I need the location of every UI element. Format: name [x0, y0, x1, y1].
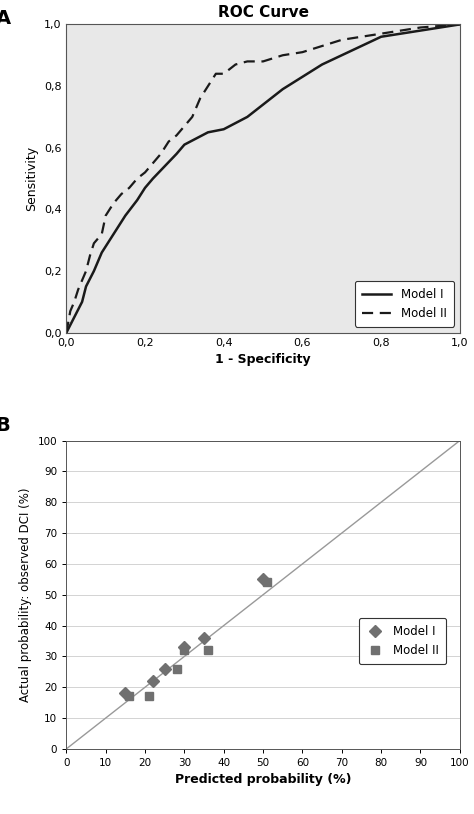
X-axis label: Predicted probability (%): Predicted probability (%)	[175, 773, 351, 786]
Model II	[99, 230, 105, 239]
Model I	[150, 676, 156, 686]
Text: A: A	[0, 9, 11, 28]
Model II	[134, 173, 140, 183]
Text: B: B	[0, 416, 10, 435]
Model II	[197, 94, 203, 103]
Y-axis label: Sensitivity: Sensitivity	[25, 146, 38, 211]
Model II	[182, 646, 187, 655]
Model II	[378, 28, 384, 38]
Model II	[67, 306, 73, 316]
Model II	[457, 20, 463, 29]
Model II	[111, 199, 117, 208]
Model II	[233, 59, 238, 69]
Model II	[418, 23, 423, 33]
Model I	[72, 313, 77, 322]
Model I	[91, 266, 97, 276]
Line: Model II: Model II	[66, 24, 460, 333]
Model I	[79, 297, 85, 307]
Model II	[245, 56, 250, 66]
Model II	[437, 21, 443, 31]
Model I	[150, 173, 156, 183]
Model II	[150, 158, 156, 168]
Model II	[182, 121, 187, 131]
Model I	[300, 72, 305, 81]
Legend: Model I, Model II: Model I, Model II	[359, 618, 446, 664]
Model I	[221, 125, 227, 134]
Model II	[358, 32, 364, 42]
Model I	[111, 230, 117, 239]
Model I	[103, 242, 109, 252]
Model I	[319, 59, 325, 69]
Model II	[260, 56, 266, 66]
Model I	[162, 161, 167, 171]
Model I	[193, 133, 199, 143]
Model II	[91, 239, 97, 248]
Model II	[264, 577, 270, 587]
Model II	[166, 137, 172, 147]
Model II	[142, 168, 148, 177]
Model I	[280, 85, 285, 94]
Model II	[205, 646, 211, 655]
Model II	[319, 42, 325, 51]
Model I	[162, 664, 167, 674]
Legend: Model I, Model II: Model I, Model II	[355, 281, 454, 326]
Model I	[260, 99, 266, 109]
Model I	[182, 140, 187, 150]
Model II	[190, 112, 195, 122]
Model I	[122, 211, 128, 221]
Line: Model I: Model I	[121, 575, 267, 698]
Model II	[339, 35, 345, 45]
Model II	[75, 285, 81, 295]
Model I	[64, 328, 69, 338]
Model I	[457, 20, 463, 29]
Model I	[201, 633, 207, 643]
Model II	[173, 664, 179, 674]
Title: ROC Curve: ROC Curve	[218, 6, 309, 20]
X-axis label: 1 - Specificity: 1 - Specificity	[215, 353, 311, 366]
Model II	[158, 149, 164, 159]
Model II	[398, 26, 403, 36]
Model II	[173, 130, 179, 140]
Model II	[64, 328, 69, 338]
Model II	[87, 251, 93, 260]
Model II	[205, 81, 211, 91]
Model II	[83, 266, 89, 276]
Model II	[127, 183, 132, 193]
Model II	[221, 69, 227, 79]
Model II	[118, 189, 124, 199]
Model II	[213, 69, 219, 79]
Model I	[398, 28, 403, 38]
Model I	[182, 642, 187, 652]
Model II	[300, 47, 305, 57]
Model II	[72, 297, 77, 307]
Model I	[205, 128, 211, 138]
Model I	[437, 23, 443, 33]
Model I	[99, 247, 105, 257]
Model I	[173, 149, 179, 159]
Model I	[134, 195, 140, 205]
Model II	[280, 50, 285, 60]
Line: Model II: Model II	[125, 578, 271, 701]
Model I	[418, 26, 423, 36]
Model II	[127, 692, 132, 702]
Model II	[146, 692, 152, 702]
Model I	[142, 183, 148, 193]
Model I	[245, 112, 250, 122]
Model I	[378, 32, 384, 42]
Line: Model I: Model I	[66, 24, 460, 333]
Y-axis label: Actual probability: observed DCI (%): Actual probability: observed DCI (%)	[19, 488, 32, 702]
Model II	[103, 211, 109, 221]
Model I	[358, 42, 364, 51]
Model I	[233, 118, 238, 128]
Model I	[260, 575, 266, 584]
Model I	[83, 282, 89, 291]
Model I	[339, 50, 345, 60]
Model I	[122, 689, 128, 698]
